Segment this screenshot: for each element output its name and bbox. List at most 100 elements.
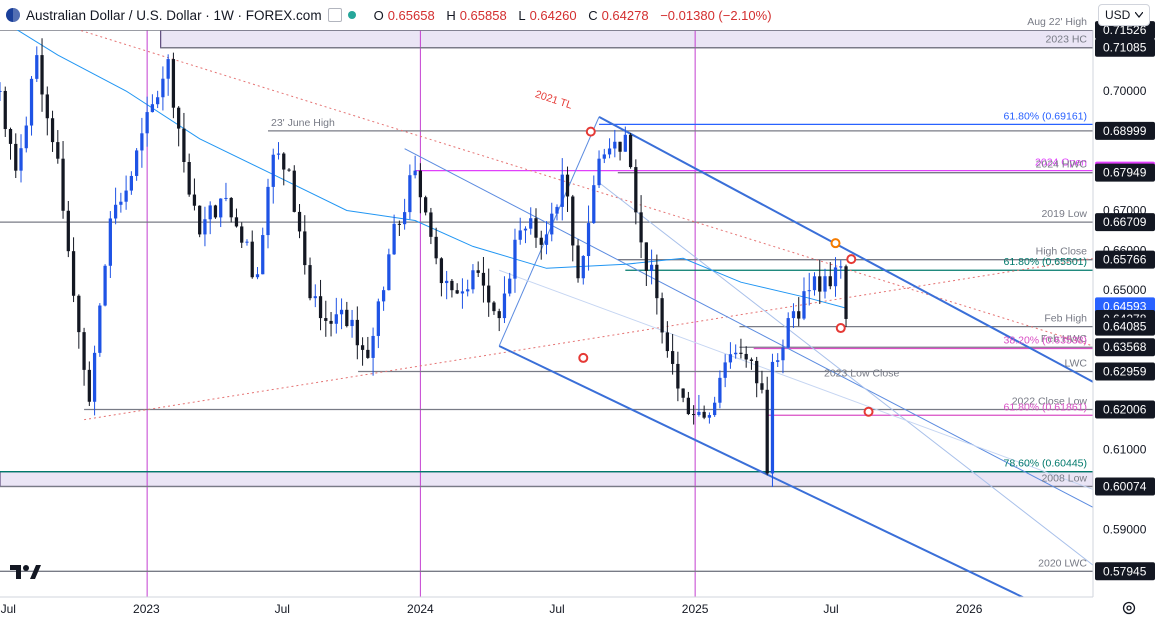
price-tag-label-2: 0.68999: [1103, 124, 1147, 138]
price-tag-bg-2: [1095, 121, 1155, 140]
candle-body: [56, 142, 60, 159]
price-tag-bg-14: [1095, 562, 1155, 581]
open-value: 0.65658: [387, 7, 435, 23]
candle-body: [376, 301, 380, 336]
change-value: −0.01380 (−2.10%): [660, 7, 772, 23]
candle-body: [481, 272, 486, 286]
candle-body: [182, 128, 186, 163]
candle-body: [791, 311, 796, 319]
candle-body: [523, 228, 528, 231]
candle-body: [103, 265, 107, 306]
candle-body: [287, 169, 291, 171]
candle-body: [623, 134, 627, 152]
low-value: 0.64260: [529, 7, 577, 23]
candle-body: [66, 210, 70, 252]
candle-body: [213, 205, 218, 218]
annotation-1: 2023 Low Close: [824, 368, 899, 380]
price-tag-bg-10: [1095, 338, 1155, 357]
candle-body: [471, 270, 475, 290]
settings-icon[interactable]: [1121, 600, 1137, 616]
candle-body: [734, 352, 738, 355]
candle-body: [418, 170, 423, 198]
price-tag-label-9: 0.64085: [1103, 320, 1147, 334]
candle-body: [660, 298, 664, 333]
candle-body: [334, 314, 338, 324]
candle-body: [234, 217, 239, 227]
candle-body: [686, 397, 691, 415]
close-label: C: [588, 7, 598, 23]
candle-body: [460, 291, 465, 294]
candle-body: [156, 97, 160, 105]
candle-body: [324, 318, 328, 321]
tradingview-logo-icon[interactable]: [10, 563, 42, 581]
flag-icon: [6, 8, 20, 22]
price-tag-label-4: 0.67949: [1103, 166, 1147, 180]
candle-body: [360, 345, 365, 350]
candle-body: [35, 55, 39, 79]
candle-body: [607, 148, 612, 155]
level-label-7: Feb High: [1044, 313, 1087, 325]
candle-body: [413, 170, 417, 176]
candle-body: [723, 362, 727, 378]
candle-body: [581, 256, 585, 279]
candle-body: [749, 359, 754, 361]
candle-body: [166, 59, 170, 79]
candle-body: [14, 143, 18, 171]
candle-body: [24, 125, 28, 149]
candle-body: [429, 212, 433, 237]
price-tag-bg-12: [1095, 400, 1155, 419]
candle-body: [844, 266, 848, 319]
price-tag-label-10: 0.63568: [1103, 340, 1147, 354]
fib-label-1: 61.80% (0.65501): [1004, 256, 1087, 268]
candle-body: [487, 285, 491, 303]
price-tag-label-0: 0.71526: [1103, 23, 1147, 37]
candle-body: [676, 363, 680, 389]
level-label-10: 2022 Close Low: [1012, 395, 1088, 407]
candle-body: [8, 129, 13, 144]
x-tick-label-5: 2025: [682, 602, 709, 616]
candle-body: [134, 150, 139, 176]
candles-group: [0, 38, 848, 488]
candle-body: [402, 212, 407, 225]
candle-body: [497, 311, 501, 319]
candle-body: [339, 309, 344, 315]
candle-body: [770, 361, 775, 474]
price-tag-bg-9: [1095, 317, 1155, 336]
candle-body: [87, 369, 91, 402]
candle-body: [534, 218, 538, 238]
candle-body: [82, 332, 86, 370]
candle-body: [797, 311, 801, 319]
candle-body: [297, 211, 302, 232]
candle-body: [381, 290, 386, 302]
symbol-title[interactable]: Australian Dollar / U.S. Dollar · 1W · F…: [26, 7, 322, 23]
candle-body: [670, 351, 675, 364]
fib-label-3: 61.80% (0.61861): [1004, 401, 1087, 413]
checkbox-icon[interactable]: [327, 8, 342, 22]
chart-header: Australian Dollar / U.S. Dollar · 1W · F…: [0, 0, 1101, 30]
candle-body: [755, 360, 759, 384]
marker-1: [578, 352, 589, 363]
candle-body: [681, 388, 685, 398]
plot-area: [0, 30, 1093, 597]
candle-body: [177, 107, 181, 129]
candle-body: [397, 223, 401, 225]
candle-body: [303, 231, 307, 266]
candle-body: [713, 402, 717, 416]
candle-body: [229, 197, 233, 218]
marker-0: [585, 126, 596, 137]
trendline-6: [598, 182, 1093, 566]
candle-body: [455, 290, 459, 294]
candle-body: [145, 112, 149, 134]
marker-5: [830, 238, 841, 249]
candle-body: [150, 104, 155, 113]
x-tick-label-0: Jul: [1, 602, 16, 616]
currency-select[interactable]: USD: [1098, 4, 1150, 26]
candle-body: [19, 148, 23, 171]
candle-body: [113, 204, 118, 219]
candle-body: [639, 212, 643, 243]
candle-body: [61, 158, 65, 211]
price-tag-label-5: 0.66709: [1103, 215, 1147, 229]
candle-body: [560, 174, 564, 207]
candle-body: [781, 347, 785, 361]
